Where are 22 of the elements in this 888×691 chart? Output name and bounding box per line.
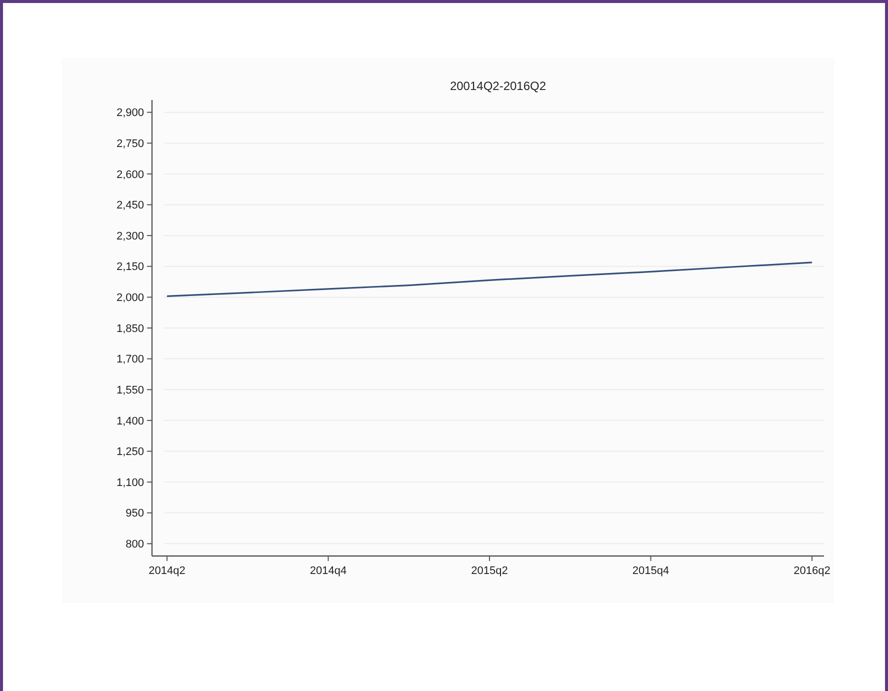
y-tick-label: 1,250 [116,446,144,458]
y-tick-label: 2,600 [116,168,144,181]
y-tick-label: 1,700 [116,354,144,366]
y-tick-label: 2,000 [116,292,144,304]
y-tick-label: 1,850 [116,322,144,335]
y-tick-label: 1,550 [116,384,144,396]
x-tick-label: 2015q2 [471,565,508,577]
y-tick-label: 2,150 [116,261,144,274]
y-tick-label: 2,450 [116,200,144,212]
y-tick-label: 950 [126,508,144,520]
y-tick-label: 2,900 [116,107,144,120]
x-tick-label: 2015q4 [632,565,670,577]
chart-title: 20014Q2-2016Q2 [450,79,546,93]
x-tick-label: 2016q2 [794,565,830,577]
y-tick-label: 2,750 [116,138,144,150]
x-tick-label: 2014q4 [310,565,347,577]
y-tick-label: 1,400 [116,415,144,428]
y-tick-label: 2,300 [116,230,144,242]
x-tick-label: 2014q2 [148,565,186,577]
y-tick-label: 800 [126,538,144,551]
y-tick-label: 1,100 [116,476,144,489]
line-series [166,262,813,297]
